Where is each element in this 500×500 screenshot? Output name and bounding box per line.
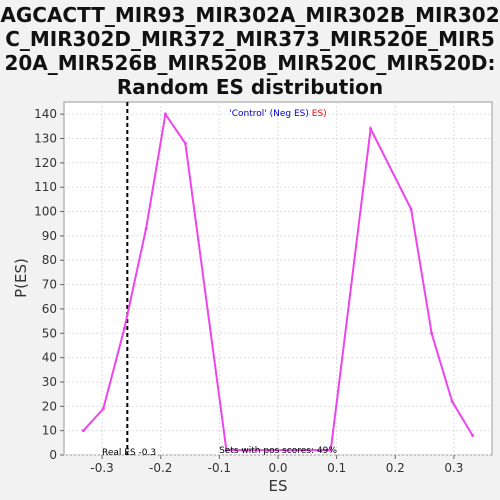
x-axis-label: ES [269,477,288,495]
y-tick-label: 40 [42,351,57,365]
y-tick-label: 60 [42,302,57,316]
data-point [450,399,454,403]
data-point [122,326,126,330]
y-tick-label: 70 [42,278,57,292]
y-tick-label: 50 [42,326,57,340]
y-axis-label: P(ES) [12,258,30,298]
x-tick-label: 0.2 [386,461,405,475]
pos-scores-label: Sets with pos scores: 49% [219,446,337,456]
chart-title-line-3: 20A_MIR526B_MIR520B_MIR520C_MIR520D: [4,51,496,75]
x-tick-label: -0.1 [208,461,231,475]
chart-title-line-1: AGCACTT_MIR93_MIR302A_MIR302B_MIR302 [0,3,500,27]
data-point [471,434,475,438]
x-tick-label: -0.3 [90,461,113,475]
y-tick-label: 0 [49,448,57,462]
data-point [144,227,148,231]
chart-title-line-2: C_MIR302D_MIR372_MIR373_MIR520E_MIR5 [5,27,495,51]
x-tick-label: 0.0 [268,461,287,475]
y-tick-label: 20 [42,399,57,413]
y-axis-ticks: 0 10 20 30 40 50 60 70 80 90 100 110 120 130 140 [34,107,64,462]
data-point [409,207,413,211]
y-tick-label: 10 [42,424,57,438]
data-point [163,112,167,116]
y-tick-label: 140 [34,107,57,121]
y-tick-label: 110 [34,180,57,194]
data-point [329,448,333,452]
y-tick-label: 90 [42,229,57,243]
x-tick-label: 0.3 [444,461,463,475]
data-point [101,407,105,411]
legend-es-label: ES) [312,109,327,119]
chart-title-line-4: Random ES distribution [116,75,384,99]
y-tick-label: 130 [34,132,57,146]
x-axis-ticks: -0.3 -0.2 -0.1 0.0 0.1 0.2 0.3 [90,455,463,475]
data-point [224,448,228,452]
y-tick-label: 100 [34,205,57,219]
data-point [183,141,187,145]
data-point [369,127,373,131]
y-tick-label: 120 [34,156,57,170]
x-tick-label: -0.2 [149,461,172,475]
y-tick-label: 30 [42,375,57,389]
data-point [430,331,434,335]
x-tick-label: 0.1 [327,461,346,475]
real-es-label: Real ES -0.3 [102,448,156,458]
y-tick-label: 80 [42,253,57,267]
data-point [81,429,85,433]
legend-control-label: 'Control' (Neg ES) [229,109,309,119]
series-points [81,112,475,452]
legend: 'Control' (Neg ES) ES) [229,109,326,119]
